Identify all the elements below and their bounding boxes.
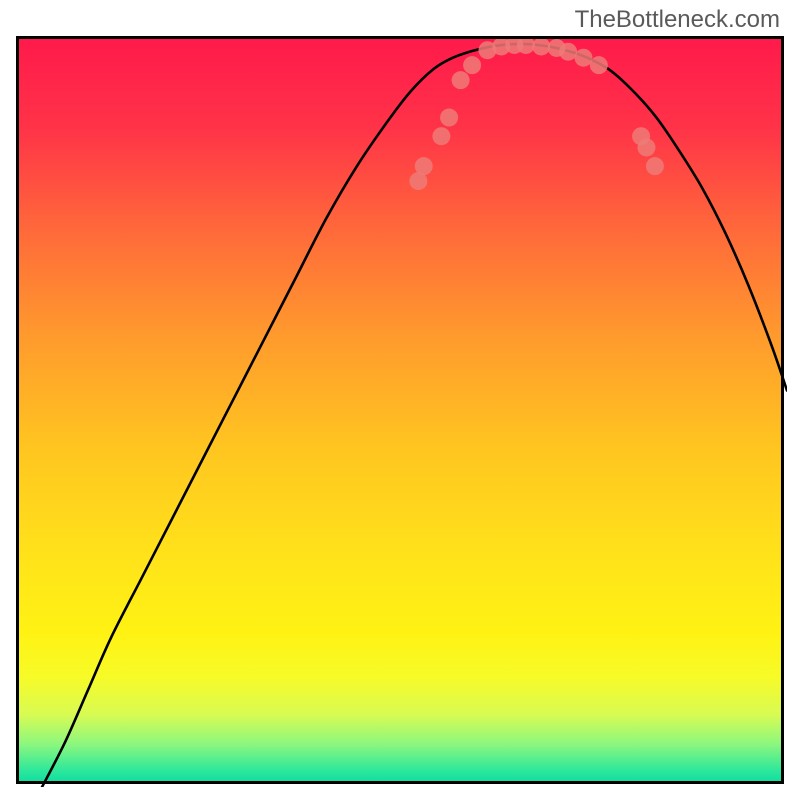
scatter-marker [637,138,655,156]
scatter-marker [452,71,470,89]
scatter-marker [432,127,450,145]
scatter-marker [590,56,608,74]
scatter-marker [574,49,592,67]
scatter-marker [415,157,433,175]
chart-svg [19,39,787,787]
bottleneck-curve [42,44,787,787]
scatter-marker [646,157,664,175]
scatter-marker [559,43,577,61]
chart-plot-area [16,36,784,784]
scatter-marker [440,109,458,127]
watermark-text: TheBottleneck.com [575,6,780,34]
scatter-marker [532,39,550,55]
scatter-marker [463,56,481,74]
